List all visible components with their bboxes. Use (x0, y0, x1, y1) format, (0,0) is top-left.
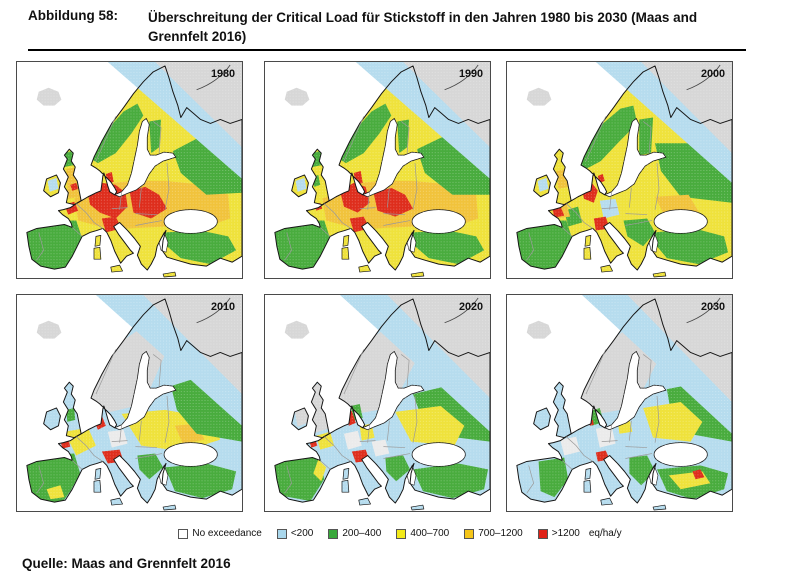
legend-label: No exceedance (192, 528, 262, 539)
country-borders (284, 116, 418, 261)
legend-label: 400–700 (410, 528, 450, 539)
legend-swatch (464, 528, 475, 539)
country-borders (284, 349, 418, 494)
figure-caption-line2: Grennfelt 2016) (148, 29, 247, 44)
panel-year-label: 1990 (459, 68, 483, 80)
legend-swatch (328, 528, 339, 539)
map-legend: No exceedance <200 200–400 400–700 700–1200 >… (0, 528, 800, 539)
coastlines (516, 65, 732, 278)
graticule-arc (444, 297, 479, 324)
coastlines (26, 298, 242, 511)
graticule-arc (196, 297, 231, 324)
country-borders (526, 349, 660, 494)
map-panel-2010: 2010 (16, 294, 243, 512)
legend-item: <200 (276, 528, 314, 539)
europe-map-2020: 2020 (265, 295, 490, 511)
map-panel-1990: 1990 (264, 61, 491, 279)
legend-swatch (276, 528, 287, 539)
legend-unit: eq/ha/y (588, 528, 622, 539)
map-panel-1980: 1980 (16, 61, 243, 279)
coastlines (274, 298, 490, 511)
map-panel-2000: 2000 (506, 61, 733, 279)
europe-map-1980: 1980 (17, 62, 242, 278)
graticule-arc (444, 64, 479, 91)
legend-swatch (178, 528, 189, 539)
legend-item: No exceedance (178, 528, 262, 539)
source-line: Quelle: Maas and Grennfelt 2016 (22, 556, 231, 571)
legend-label: 200–400 (342, 528, 382, 539)
legend-item: 700–1200 (464, 528, 523, 539)
legend-item: >1200 (537, 528, 580, 539)
legend-label: 700–1200 (478, 528, 523, 539)
europe-map-1990: 1990 (265, 62, 490, 278)
graticule-arc (686, 64, 721, 91)
graticule-arc (686, 297, 721, 324)
europe-map-2010: 2010 (17, 295, 242, 511)
figure-caption: Überschreitung der Critical Load für Sti… (148, 8, 768, 46)
panel-year-label: 2010 (211, 301, 235, 313)
country-borders (36, 349, 170, 494)
panel-year-label: 1980 (211, 68, 235, 80)
figure-caption-line1: Überschreitung der Critical Load für Sti… (148, 10, 698, 25)
coastlines (274, 65, 490, 278)
legend-swatch (396, 528, 407, 539)
europe-map-2000: 2000 (507, 62, 732, 278)
legend-label: <200 (290, 528, 314, 539)
coastlines (516, 298, 732, 511)
map-panel-2020: 2020 (264, 294, 491, 512)
legend-label: >1200 (551, 528, 580, 539)
panel-year-label: 2020 (459, 301, 483, 313)
country-borders (36, 116, 170, 261)
legend-item: 200–400 (328, 528, 381, 539)
header-rule (28, 49, 746, 51)
graticule-arc (196, 64, 231, 91)
panel-year-label: 2000 (701, 68, 725, 80)
figure-label: Abbildung 58: (28, 8, 118, 23)
country-borders (526, 116, 660, 261)
panel-year-label: 2030 (701, 301, 725, 313)
legend-swatch (537, 528, 548, 539)
legend-item: 400–700 (396, 528, 449, 539)
coastlines (26, 65, 242, 278)
map-panel-2030: 2030 (506, 294, 733, 512)
europe-map-2030: 2030 (507, 295, 732, 511)
